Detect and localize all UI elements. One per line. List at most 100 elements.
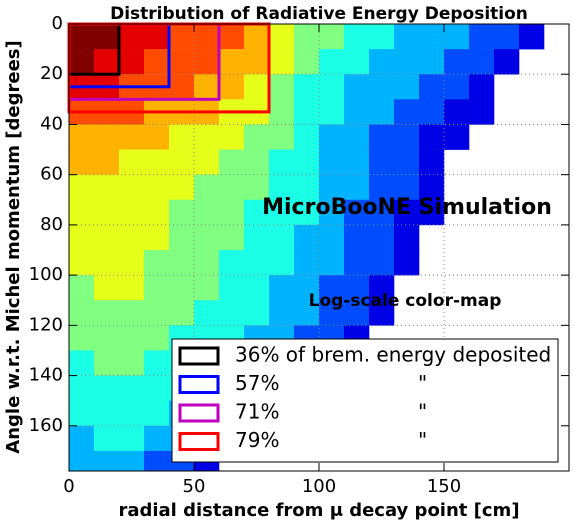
heat-cell xyxy=(319,275,345,301)
heat-cell xyxy=(394,74,420,100)
heat-cell xyxy=(119,124,145,150)
heat-cell xyxy=(169,124,195,150)
heat-cell xyxy=(194,24,220,50)
heat-cell xyxy=(144,425,170,452)
heat-cell xyxy=(119,49,145,75)
heat-cell xyxy=(219,224,245,251)
heat-cell xyxy=(119,350,145,376)
heat-cell xyxy=(319,149,345,175)
heat-cell xyxy=(269,275,295,301)
heat-cell xyxy=(119,375,145,401)
heat-cell xyxy=(344,49,370,75)
heat-cell xyxy=(244,275,270,301)
heat-cell xyxy=(319,174,345,201)
chart-title: Distribution of Radiative Energy Deposit… xyxy=(110,4,528,24)
heat-cell xyxy=(519,24,545,50)
heat-cell xyxy=(194,124,220,150)
heat-cell xyxy=(244,149,270,175)
heat-cell xyxy=(194,49,220,75)
heat-cell xyxy=(419,24,445,50)
heat-cell xyxy=(444,24,470,50)
heat-cell xyxy=(144,325,170,351)
heat-cell xyxy=(294,224,320,251)
heat-cell xyxy=(294,149,320,175)
heat-cell xyxy=(319,49,345,75)
heat-cell xyxy=(144,300,170,326)
heat-cell xyxy=(444,124,470,150)
heat-cell xyxy=(94,300,120,326)
heat-cell xyxy=(369,174,395,201)
heat-cell xyxy=(394,24,420,50)
heat-cell xyxy=(94,450,120,471)
heat-cell xyxy=(144,450,170,471)
heat-cell xyxy=(269,124,295,150)
heat-cell xyxy=(69,49,95,75)
heat-cell xyxy=(94,325,120,351)
heat-cell xyxy=(269,149,295,175)
heat-cell xyxy=(94,350,120,376)
heat-cell xyxy=(294,49,320,75)
heat-cell xyxy=(169,199,195,226)
heat-cell xyxy=(94,275,120,301)
heat-cell xyxy=(119,425,145,452)
annotation: MicroBooNE Simulation xyxy=(262,195,552,220)
heat-cell xyxy=(344,124,370,150)
heat-cell xyxy=(169,74,195,100)
heat-cell xyxy=(444,49,470,75)
x-tick-label: 100 xyxy=(302,476,336,497)
y-axis-label: Angle w.r.t. Michel momentum [degrees] xyxy=(3,40,24,453)
heat-cell xyxy=(169,275,195,301)
heat-cell xyxy=(369,275,395,301)
heat-cell xyxy=(119,300,145,326)
heat-cell xyxy=(494,24,520,50)
heat-cell xyxy=(394,174,420,201)
heat-cell xyxy=(344,275,370,301)
heat-cell xyxy=(244,124,270,150)
heat-cell xyxy=(344,74,370,100)
heat-cell xyxy=(119,275,145,301)
heat-cell xyxy=(69,149,95,175)
heat-cell xyxy=(294,250,320,276)
heat-cell xyxy=(219,199,245,226)
heat-cell xyxy=(319,224,345,251)
heat-cell xyxy=(294,74,320,100)
heat-cell xyxy=(94,375,120,401)
heat-cell xyxy=(244,224,270,251)
heat-cell xyxy=(319,99,345,125)
heat-cell xyxy=(119,199,145,226)
heat-cell xyxy=(344,250,370,276)
heat-cell xyxy=(219,24,245,50)
heat-cell xyxy=(469,99,495,125)
heat-cell xyxy=(144,224,170,251)
heat-cell xyxy=(319,199,345,226)
heat-cell xyxy=(119,450,145,471)
y-tick-label: 20 xyxy=(40,63,63,84)
heat-cell xyxy=(144,199,170,226)
heat-cell xyxy=(494,49,520,75)
heat-cell xyxy=(144,375,170,401)
heat-cell xyxy=(69,400,95,427)
legend-label: 36% of brem. energy deposited xyxy=(235,343,551,367)
ditto-mark: " xyxy=(418,428,427,452)
heat-cell xyxy=(119,250,145,276)
heat-cell xyxy=(144,275,170,301)
heat-cell xyxy=(119,400,145,427)
x-tick-label: 0 xyxy=(63,476,74,497)
heat-cell xyxy=(169,224,195,251)
heat-cell xyxy=(94,24,120,50)
heat-cell xyxy=(94,224,120,251)
heat-cell xyxy=(194,300,220,326)
heat-cell xyxy=(469,74,495,100)
heat-cell xyxy=(394,99,420,125)
legend-frame xyxy=(171,338,559,463)
legend-label: 79% xyxy=(235,428,279,452)
heat-cell xyxy=(244,49,270,75)
heat-cell xyxy=(394,149,420,175)
heat-cell xyxy=(119,24,145,50)
heat-cell xyxy=(244,174,270,201)
heat-cell xyxy=(419,174,445,201)
y-tick-label: 120 xyxy=(29,314,63,335)
heat-cell xyxy=(419,49,445,75)
legend-swatch xyxy=(178,375,220,394)
y-tick-label: 80 xyxy=(40,214,63,235)
